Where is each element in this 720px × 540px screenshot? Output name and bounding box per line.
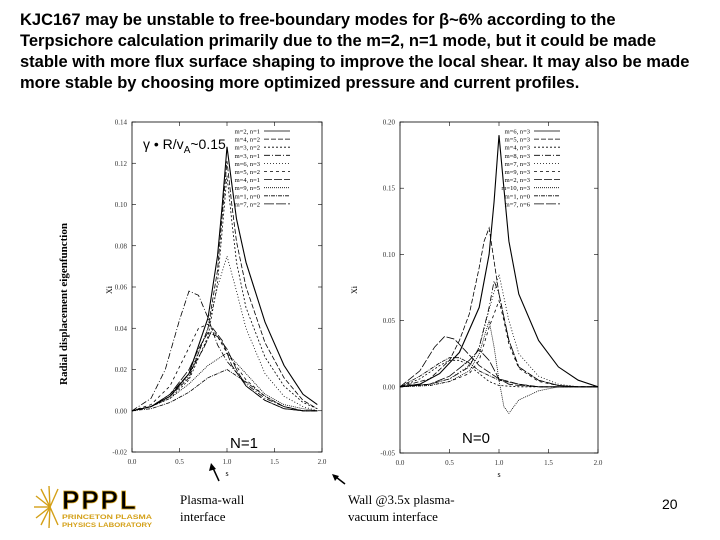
y-tick-label: 0.05: [383, 317, 396, 325]
legend-label: m=6, n=3: [235, 161, 260, 168]
x-tick-label: 0.5: [445, 459, 454, 467]
legend-label: m=9, n=3: [505, 169, 530, 176]
x-tick-label: 2.0: [594, 459, 603, 467]
legend-label: m=3, n=2: [235, 145, 260, 152]
series-line: [131, 146, 318, 412]
n0-label: N=0: [462, 430, 490, 447]
legend-label: m=8, n=3: [505, 153, 530, 160]
y-tick-label: 0.00: [115, 407, 128, 415]
y-tick-label: -0.02: [112, 449, 127, 457]
x-tick-label: 0.0: [128, 458, 137, 466]
series-line: [399, 279, 598, 388]
y-tick-label: 0.10: [383, 251, 396, 259]
series-line: [131, 175, 318, 412]
x-tick-label: 1.0: [223, 458, 232, 466]
series-line: [131, 331, 318, 412]
series-line: [131, 323, 318, 412]
legend-label: m=4, n=3: [505, 145, 530, 152]
series-line: [131, 254, 318, 412]
y-tick-label: 0.15: [383, 185, 396, 193]
legend-label: m=10, n=3: [501, 185, 530, 192]
plot-frame: [399, 121, 599, 454]
legend-label: m=7, n=6: [505, 201, 531, 208]
legend-label: m=9, n=5: [235, 185, 260, 192]
legend-label: m=1, n=0: [235, 193, 260, 200]
logo-subtext-2: PHYSICS LABORATORY: [62, 523, 152, 529]
page-number: 20: [662, 496, 678, 512]
series-line: [399, 349, 598, 388]
n1-label: N=1: [230, 435, 258, 452]
annotation-arrows: [209, 463, 346, 485]
y-tick-label: 0.06: [115, 284, 128, 292]
y-tick-label: 0.02: [115, 366, 128, 374]
x-tick-label: 0.0: [396, 459, 405, 467]
y-axis-label: Xi: [105, 285, 114, 294]
legend-label: m=7, n=2: [235, 201, 260, 208]
y-axis-label: Xi: [350, 285, 359, 294]
legend-label: m=4, n=1: [235, 177, 260, 184]
growth-rate-label: γ • R/vA~0.15: [143, 136, 226, 156]
legend-label: m=2, n=1: [235, 129, 260, 136]
series-line: [399, 226, 598, 388]
plasma-wall-arrowhead: [209, 463, 216, 471]
y-tick-label: 0.00: [383, 383, 396, 391]
legend-label: m=5, n=2: [235, 169, 260, 176]
y-tick-label: 0.08: [115, 242, 128, 250]
wall-arrowhead: [332, 474, 339, 481]
series-line: [399, 320, 598, 414]
legend-label: m=7, n=3: [505, 161, 530, 168]
series-line: [131, 327, 318, 412]
logo-wordmark: PPPL: [62, 485, 138, 515]
chart-panel-n0: -0.05 0.00 0.05 0.10 0.15 0.20 0.0 0.5 1.0 1.5 2.0…: [350, 119, 603, 480]
y-tick-label: 0.04: [115, 325, 128, 333]
wall-label: Wall @3.5x plasma-vacuum interface: [348, 492, 455, 524]
x-axis-label: s: [225, 469, 228, 478]
series-line: [131, 161, 318, 412]
y-tick-label: 0.12: [115, 160, 128, 168]
series-line: [399, 336, 598, 388]
legend-label: m=5, n=3: [505, 137, 530, 144]
x-tick-label: 2.0: [318, 458, 327, 466]
x-tick-label: 1.5: [270, 458, 279, 466]
x-axis-label: s: [497, 470, 500, 479]
series-line: [131, 369, 318, 412]
slide-title: KJC167 may be unstable to free-boundary …: [20, 11, 690, 92]
pppl-logo: PPPL PRINCETON PLASMA PHYSICS LABORATORY: [34, 485, 153, 529]
logo-subtext: PRINCETON PLASMA: [62, 515, 153, 521]
series-line: [399, 274, 598, 388]
x-tick-label: 1.0: [495, 459, 504, 467]
legend-label: m=2, n=3: [505, 177, 530, 184]
y-tick-label: 0.10: [115, 201, 128, 209]
legend-label: m=3, n=1: [235, 153, 260, 160]
chart-panel-n1: -0.02 0.00 0.02 0.04 0.06 0.08 0.10 0.12 0.14 0.0…: [105, 119, 327, 479]
plasma-wall-arrow: [212, 467, 220, 482]
series-line: [131, 290, 318, 412]
x-tick-label: 1.5: [544, 459, 553, 467]
plasma-wall-interface-label: Plasma-wall interface: [180, 492, 245, 524]
wall-arrow: [335, 476, 346, 485]
legend-label: m=1, n=0: [505, 193, 530, 200]
x-tick-label: 0.5: [175, 458, 184, 466]
legend-label: m=6, n=3: [505, 129, 530, 136]
y-tick-label: 0.14: [115, 119, 128, 127]
legend-label: m=4, n=2: [235, 137, 260, 144]
y-tick-label: -0.05: [380, 450, 395, 458]
y-tick-label: 0.20: [383, 119, 396, 127]
series-line: [399, 135, 599, 388]
logo-sunburst-icon: [34, 485, 59, 529]
